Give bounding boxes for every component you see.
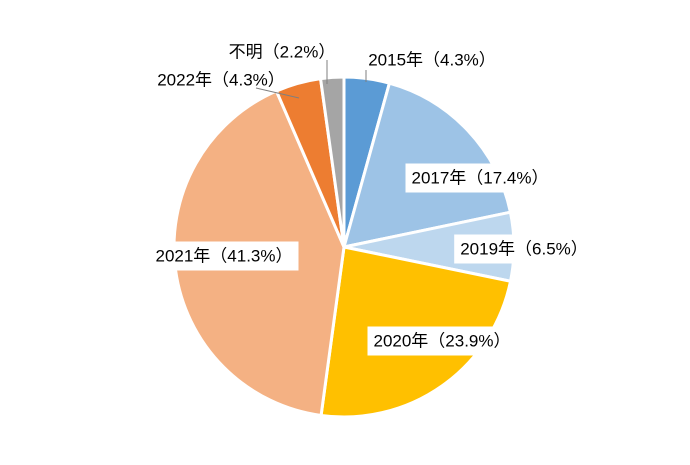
slice-label-box-4	[149, 241, 299, 271]
slice-labels: 2015年（4.3%） 2017年（17.4%） 2019年（6.5%） 2020年（…	[155, 43, 587, 351]
slice-label-4: 2021年（41.3%）	[155, 247, 292, 266]
leader-lines	[255, 60, 367, 99]
slice-label-5: 2022年（4.3%）	[157, 71, 285, 90]
slice-label-3: 2020年（23.9%）	[373, 332, 510, 351]
leader-line-5	[255, 87, 300, 99]
slice-label-box-3	[367, 326, 517, 356]
slice-label-box-1	[405, 163, 555, 193]
label-backgrounds	[149, 163, 594, 356]
slice-label-box-2	[454, 234, 594, 264]
slice-label-1: 2017年（17.4%）	[411, 169, 548, 188]
pie-slice-6	[319, 75, 346, 249]
slice-label-6: 不明（2.2%）	[229, 43, 336, 62]
slice-label-0: 2015年（4.3%）	[368, 51, 496, 70]
slice-label-2: 2019年（6.5%）	[460, 240, 588, 259]
